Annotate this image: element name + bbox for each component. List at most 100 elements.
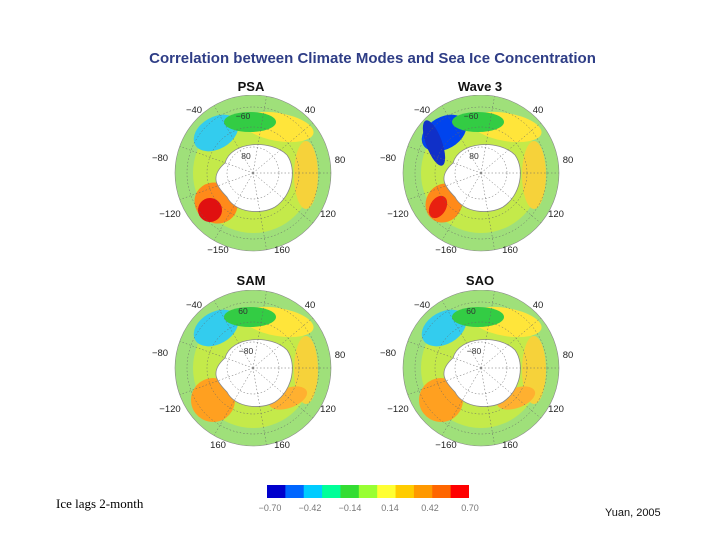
- colorbar-tick: 0.70: [461, 503, 479, 513]
- lon-label-mid-left: −80: [152, 348, 168, 359]
- meridian-line: [252, 291, 267, 369]
- latitude-circle: [186, 106, 320, 240]
- lon-label-lower-left: 160: [210, 440, 226, 451]
- meridian-line: [407, 367, 482, 395]
- meridian-line: [252, 96, 267, 174]
- meridian-line: [252, 367, 313, 419]
- lon-label-lower-left: −160: [435, 440, 456, 451]
- figure-title: Correlation between Climate Modes and Se…: [149, 50, 596, 67]
- lon-label-lower-left: −160: [435, 245, 456, 256]
- meridian-line: [213, 172, 254, 241]
- colorbar-swatch: [395, 485, 415, 498]
- lon-label-bottom-right: 120: [320, 404, 336, 415]
- lon-label-top-right: 40: [533, 105, 544, 116]
- colorbar-tick: 0.14: [381, 503, 399, 513]
- meridian-line: [252, 317, 313, 369]
- antarctica-landmass: [215, 144, 293, 212]
- colorbar-swatch: [413, 485, 433, 498]
- colorbar-tick: 0.42: [421, 503, 439, 513]
- map-outline: [402, 290, 560, 447]
- lon-label-lower-left: −150: [207, 245, 228, 256]
- anomaly-green: [452, 307, 504, 327]
- lat-label-top: 60: [238, 306, 248, 316]
- lat-label-top: −60: [236, 111, 251, 121]
- lon-label-top-right: 40: [305, 105, 316, 116]
- lat-label-center: −80: [467, 346, 482, 356]
- antarctica-landmass: [443, 339, 521, 407]
- lon-label-top-right: 40: [305, 300, 316, 311]
- antarctica-landmass: [443, 144, 521, 212]
- colorbar-swatch: [358, 485, 378, 498]
- meridian-line: [441, 300, 482, 369]
- anomaly-green: [224, 307, 276, 327]
- meridian-line: [407, 146, 482, 174]
- latitude-circle: [414, 301, 548, 435]
- meridian-line: [213, 300, 254, 369]
- colorbar-swatch: [450, 485, 469, 498]
- meridian-line: [252, 172, 313, 224]
- anomaly-yellow-east: [522, 141, 546, 209]
- polar-map-sao: −40 40 −80 80 −120 120 −160 160 60 −80: [380, 290, 573, 451]
- lon-label-bottom-left: −120: [387, 404, 408, 415]
- meridian-line: [480, 317, 541, 369]
- lon-label-top-left: −40: [414, 105, 430, 116]
- lon-label-top-left: −40: [186, 300, 202, 311]
- panel-title-sao: SAO: [465, 273, 495, 288]
- colorbar-swatch: [432, 485, 452, 498]
- meridian-line: [480, 291, 495, 369]
- panel-title-sam: SAM: [236, 273, 266, 288]
- panel-title-psa: PSA: [237, 79, 265, 94]
- meridian-line: [213, 105, 254, 174]
- meridian-line: [213, 367, 254, 436]
- polar-map-wave3: −40 40 −80 80 −120 120 −160 160 −60 80: [380, 95, 573, 256]
- lon-label-bottom-left: −120: [387, 209, 408, 220]
- lon-label-bottom-right: 120: [548, 404, 564, 415]
- lon-label-lower-right: 160: [274, 440, 290, 451]
- anomaly-red: [428, 195, 448, 219]
- meridian-line: [179, 146, 254, 174]
- meridian-line: [441, 172, 482, 241]
- meridian-line: [480, 367, 541, 419]
- colorbar-tick: −0.42: [298, 503, 322, 513]
- meridian-line: [480, 172, 495, 250]
- meridian-line: [252, 172, 267, 250]
- meridian-line: [480, 367, 495, 445]
- lon-label-lower-right: 160: [274, 245, 290, 256]
- lon-label-mid-right: 80: [335, 155, 346, 166]
- ice-lag-note: Ice lags 2-month: [56, 496, 144, 511]
- anomaly-yellow-east: [294, 141, 318, 209]
- meridian-line: [179, 341, 254, 369]
- lon-label-bottom-left: −120: [159, 404, 180, 415]
- lat-label-center: 80: [241, 151, 251, 161]
- meridian-line: [252, 367, 267, 445]
- lon-label-bottom-right: 120: [548, 209, 564, 220]
- colorbar-tick: −0.14: [338, 503, 362, 513]
- colorbar-tick-labels: −0.70 −0.42 −0.14 0.14 0.42 0.70: [252, 503, 482, 517]
- colorbar-tick: −0.70: [258, 503, 282, 513]
- meridian-line: [179, 172, 254, 200]
- latitude-circle: [414, 106, 548, 240]
- map-outline: [174, 290, 332, 447]
- lon-label-mid-left: −80: [380, 153, 396, 164]
- lon-label-mid-left: −80: [152, 153, 168, 164]
- meridian-line: [407, 341, 482, 369]
- lat-label-top: −60: [464, 111, 479, 121]
- polar-map-sam: −40 40 −80 80 −120 120 160 160 60 −80: [152, 290, 346, 451]
- meridian-line: [407, 172, 482, 200]
- panel-title-wave3: Wave 3: [457, 79, 503, 94]
- meridian-line: [480, 96, 495, 174]
- map-outline: [174, 95, 332, 252]
- colorbar-swatch: [267, 485, 286, 498]
- colorbar-swatch: [340, 485, 360, 498]
- anomaly-red: [198, 198, 222, 222]
- meridian-line: [179, 367, 254, 395]
- meridian-line: [441, 105, 482, 174]
- lon-label-mid-left: −80: [380, 348, 396, 359]
- lon-label-lower-right: 160: [502, 440, 518, 451]
- colorbar-swatch: [303, 485, 323, 498]
- lon-label-mid-right: 80: [335, 350, 346, 361]
- colorbar-swatch: [285, 485, 305, 498]
- latitude-circle: [186, 301, 320, 435]
- lat-label-top: 60: [466, 306, 476, 316]
- colorbar-swatch: [377, 485, 397, 498]
